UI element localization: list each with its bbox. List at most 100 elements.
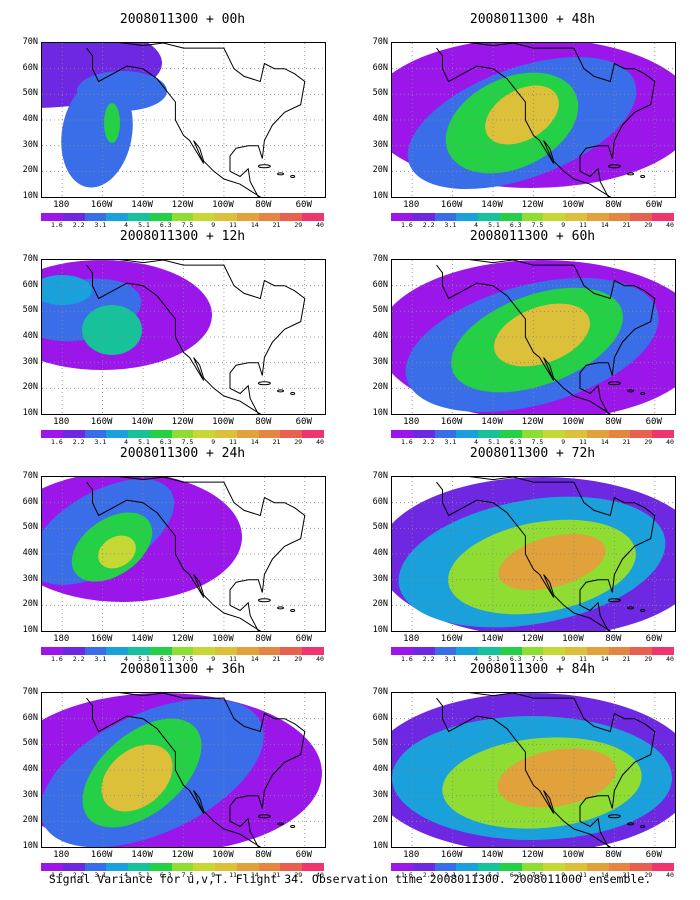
lon-tick-label: 100W — [212, 417, 234, 427]
lon-tick-label: 120W — [521, 850, 544, 860]
colorbar-label: 7.5 — [181, 655, 194, 663]
map-panel: 2008011300 + 24h 70N 60N 50N 40N 30N 20N 10N 180… — [8, 444, 348, 663]
colorbar-swatch — [302, 647, 324, 655]
colorbar-swatch — [652, 647, 674, 655]
lat-tick-label: 20N — [22, 815, 38, 826]
colorbar-label: 2.2 — [422, 221, 435, 229]
colorbar-label: 29 — [294, 655, 303, 663]
lat-tick-label: 20N — [22, 599, 38, 610]
colorbar-labels: 1.6 2.2 3.1 4 5.1 6.3 7.5 9 11 14 21 29 40 — [41, 655, 324, 663]
colorbar-label: 11 — [229, 221, 237, 229]
colorbar-label: 4 — [474, 655, 479, 663]
colorbar-swatch — [258, 863, 281, 871]
colorbar-label: 21 — [272, 438, 281, 446]
lon-tick-label: 180 — [403, 200, 420, 210]
colorbar-swatch — [521, 430, 544, 438]
colorbar-swatch — [236, 863, 259, 871]
lon-tick-label: 80W — [255, 850, 272, 860]
colorbar-swatch — [565, 647, 587, 655]
colorbar-label: 11 — [229, 871, 237, 879]
lon-tick-label: 100W — [212, 200, 234, 210]
colorbar-label: 29 — [644, 655, 653, 663]
lat-tick-label: 60N — [22, 496, 38, 507]
colorbar-label: 7.5 — [181, 221, 194, 229]
colorbar-swatch — [391, 430, 413, 438]
colorbar-label: 1.6 — [401, 655, 413, 663]
map-area — [391, 476, 676, 632]
colorbar-swatch — [171, 863, 194, 871]
island — [640, 174, 646, 178]
colorbar-swatch — [215, 430, 237, 438]
lon-tick-label: 140W — [481, 417, 503, 427]
lon-tick-label: 180 — [403, 634, 420, 644]
colorbar-label: 2.2 — [422, 871, 435, 879]
colorbar — [41, 430, 324, 438]
lat-tick-label: 20N — [372, 599, 388, 610]
island — [627, 389, 635, 393]
colorbar-swatch — [521, 647, 544, 655]
map-panel: 2008011300 + 72h 70N 60N 50N 40N 30N 20N 10N 180… — [358, 444, 698, 663]
variance-contour — [98, 535, 136, 569]
colorbar — [41, 863, 324, 871]
lat-tick-label: 30N — [372, 573, 388, 584]
lat-tick-label: 10N — [22, 841, 38, 851]
lat-tick-label: 70N — [372, 687, 388, 697]
colorbar-swatch — [171, 430, 194, 438]
colorbar-label: 4 — [474, 438, 479, 446]
panel-title: 2008011300 + 72h — [469, 446, 596, 461]
colorbar-swatch — [193, 430, 216, 438]
colorbar-label: 14 — [600, 655, 609, 663]
lat-tick-label: 50N — [372, 738, 388, 749]
colorbar-swatch — [499, 213, 522, 221]
colorbar-label: 21 — [622, 655, 631, 663]
lon-tick-label: 140W — [481, 850, 503, 860]
lon-tick-label: 80W — [605, 200, 622, 210]
colorbar-label: 29 — [644, 221, 653, 229]
variance-field — [392, 260, 675, 414]
colorbar-label: 6.3 — [509, 871, 522, 879]
colorbar-swatch — [106, 863, 129, 871]
colorbar-label: 29 — [644, 438, 653, 446]
lon-tick-label: 60W — [295, 634, 312, 644]
lon-tick-label: 60W — [645, 200, 662, 210]
map-panel: 2008011300 + 36h 70N 60N 50N 40N 30N 20N 10N 180… — [8, 660, 348, 879]
colorbar-swatch — [434, 213, 457, 221]
colorbar-swatch — [630, 647, 653, 655]
colorbar-label: 3.1 — [444, 871, 457, 879]
lat-tick-label: 10N — [372, 408, 388, 418]
coastline — [436, 260, 656, 414]
lat-tick-label: 40N — [22, 331, 38, 341]
colorbar-label: 3.1 — [94, 221, 107, 229]
colorbar-label: 6.3 — [509, 655, 522, 663]
variance-contour — [82, 305, 142, 355]
island — [607, 598, 621, 603]
variance-contour — [494, 303, 590, 367]
island — [640, 824, 646, 828]
colorbar-swatch — [412, 430, 435, 438]
variance-contour — [485, 85, 559, 145]
map-panel: 2008011300 + 00h 70N 60N 50N 40N 30N 20N 10N 180… — [8, 10, 348, 229]
colorbar-swatch — [630, 430, 653, 438]
lon-tick-label: 160W — [440, 850, 463, 860]
colorbar-labels: 1.6 2.2 3.1 4 5.1 6.3 7.5 9 11 14 21 29 40 — [391, 871, 674, 879]
lon-tick-label: 100W — [212, 850, 234, 860]
map-panel: 2008011300 + 48h 70N 60N 50N 40N 30N 20N 10N 180… — [358, 10, 698, 229]
lon-tick-label: 180 — [53, 200, 70, 210]
colorbar-label: 6.3 — [159, 221, 172, 229]
map-panel: 2008011300 + 84h 70N 60N 50N 40N 30N 20N 10N 180… — [358, 660, 698, 879]
variance-field — [42, 43, 325, 197]
colorbar-label: 11 — [229, 438, 237, 446]
lon-tick-label: 140W — [131, 200, 153, 210]
colorbar-swatch — [41, 430, 63, 438]
lat-tick-label: 10N — [372, 625, 388, 635]
colorbar-swatch — [236, 647, 259, 655]
panel-title: 2008011300 + 84h — [469, 662, 596, 677]
lat-tick-label: 60N — [22, 712, 38, 723]
colorbar-label: 5.1 — [488, 655, 500, 663]
colorbar-label: 40 — [316, 655, 324, 663]
colorbar-swatch — [128, 430, 150, 438]
colorbar-swatch — [586, 647, 609, 655]
colorbar-swatch — [62, 213, 85, 221]
colorbar-label: 29 — [294, 221, 303, 229]
colorbar-label: 2.2 — [72, 655, 85, 663]
